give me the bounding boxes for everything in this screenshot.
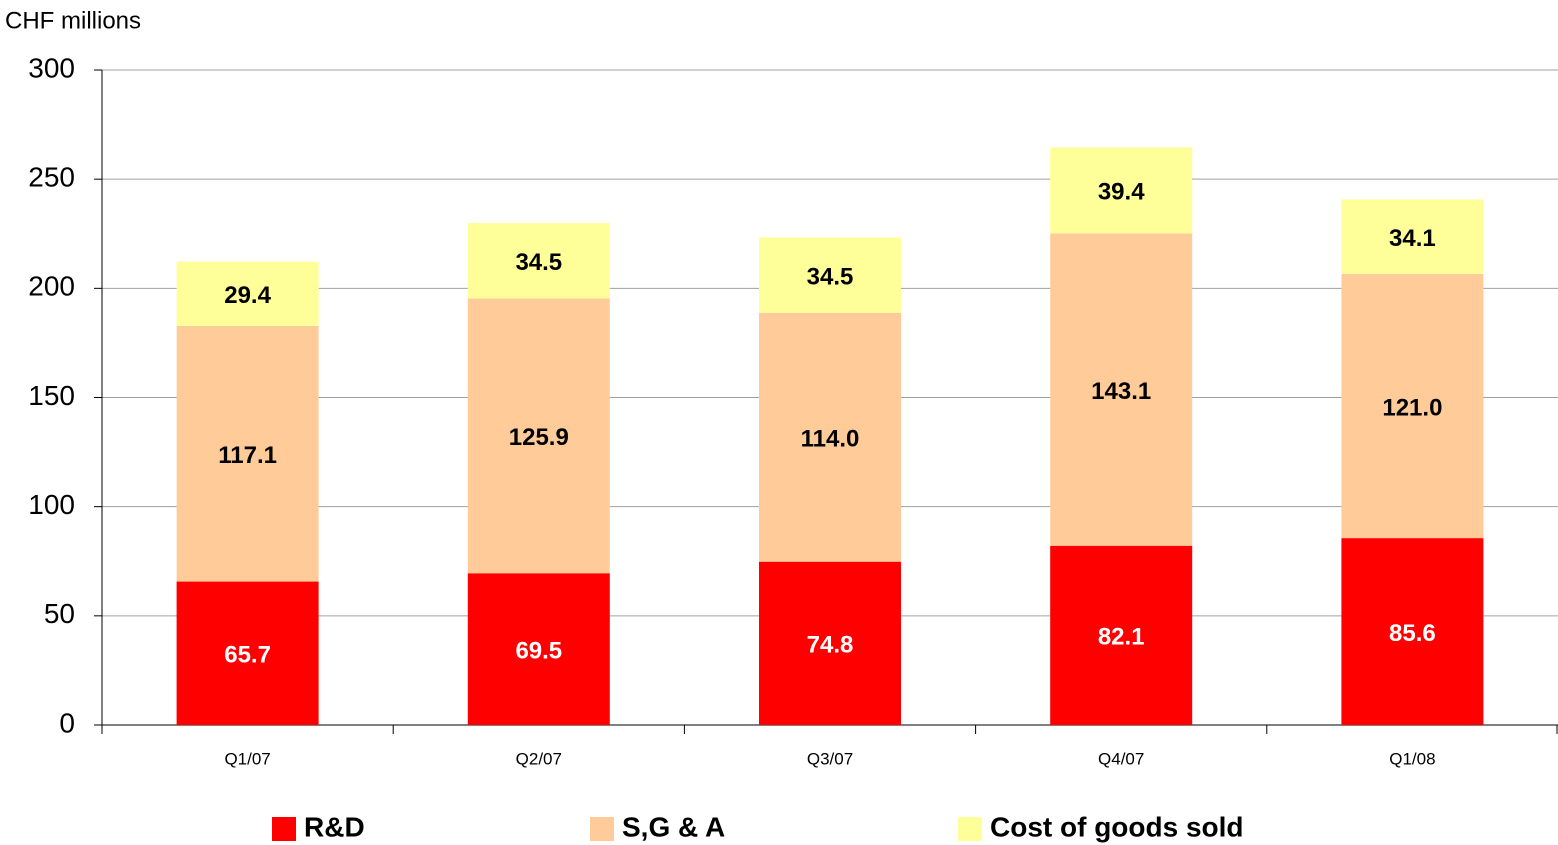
y-tick-label: 50 bbox=[44, 598, 75, 629]
data-label: 34.1 bbox=[1389, 225, 1436, 252]
data-label: 125.9 bbox=[509, 424, 569, 451]
data-label: 117.1 bbox=[218, 442, 277, 469]
data-label: 114.0 bbox=[801, 426, 860, 453]
y-tick-label: 200 bbox=[28, 271, 75, 302]
bar-segment bbox=[1341, 538, 1484, 725]
data-label: 34.5 bbox=[807, 263, 854, 290]
bar-segment bbox=[1050, 233, 1193, 546]
data-label: 34.5 bbox=[515, 249, 562, 276]
legend-label: R&D bbox=[304, 811, 365, 842]
data-label: 39.4 bbox=[1098, 179, 1145, 206]
data-label: 85.6 bbox=[1389, 620, 1436, 647]
data-label: 82.1 bbox=[1098, 624, 1145, 651]
legend-label: Cost of goods sold bbox=[990, 811, 1244, 842]
bar-segment bbox=[176, 325, 319, 582]
x-tick-label: Q1/08 bbox=[1389, 749, 1435, 768]
bar-segment bbox=[467, 298, 610, 574]
bar-segment bbox=[759, 237, 901, 313]
data-label: 121.0 bbox=[1382, 394, 1442, 421]
x-tick-label: Q1/07 bbox=[224, 749, 270, 768]
bar-segment bbox=[176, 261, 319, 326]
legend-swatch bbox=[272, 817, 296, 841]
bar-segment bbox=[1341, 273, 1484, 539]
data-label: 29.4 bbox=[224, 282, 271, 309]
x-tick-label: Q3/07 bbox=[807, 749, 853, 768]
bar-segment bbox=[1050, 147, 1193, 234]
y-tick-label: 300 bbox=[28, 52, 75, 83]
y-tick-label: 150 bbox=[28, 380, 75, 411]
data-label: 65.7 bbox=[224, 642, 271, 669]
y-tick-label: 250 bbox=[28, 162, 75, 193]
bar-segment bbox=[759, 561, 901, 725]
bar-segment bbox=[759, 312, 901, 562]
legend-swatch bbox=[590, 817, 614, 841]
x-tick-label: Q2/07 bbox=[516, 749, 562, 768]
y-tick-label: 100 bbox=[28, 489, 75, 520]
data-label: 69.5 bbox=[515, 637, 562, 664]
bar-segment bbox=[1050, 545, 1193, 725]
y-tick-label: 0 bbox=[59, 707, 75, 738]
y-axis-label: CHF millions bbox=[5, 7, 141, 34]
legend-label: S,G & A bbox=[622, 811, 725, 842]
bar-segment bbox=[176, 581, 319, 725]
bar-segment bbox=[467, 573, 610, 725]
legend-swatch bbox=[958, 817, 982, 841]
x-tick-label: Q4/07 bbox=[1098, 749, 1144, 768]
data-label: 74.8 bbox=[807, 632, 854, 659]
bar-segment bbox=[467, 223, 610, 299]
bar-segment bbox=[1341, 199, 1484, 274]
data-label: 143.1 bbox=[1091, 378, 1151, 405]
